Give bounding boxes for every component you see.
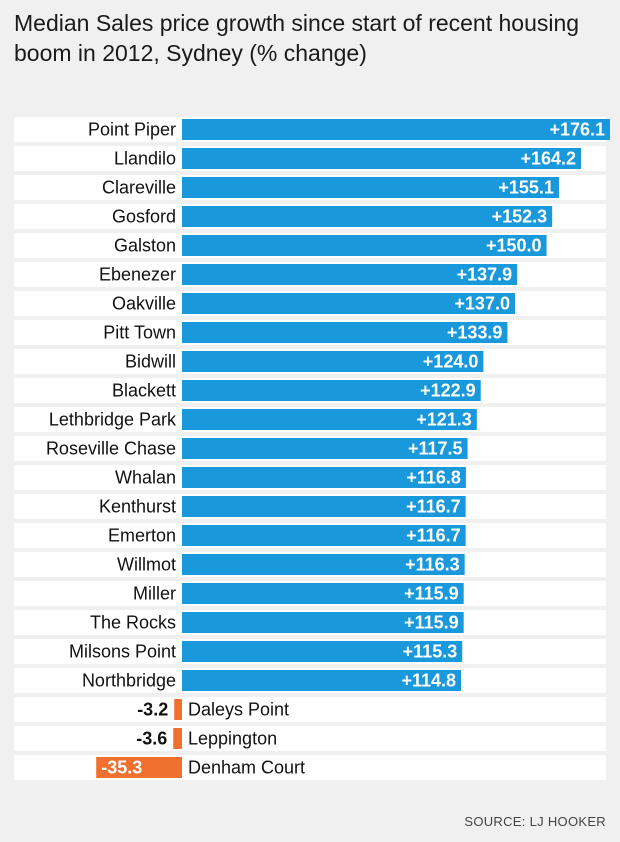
bar-value-label: +115.3 xyxy=(403,642,458,662)
bar xyxy=(182,554,465,575)
bar-value-label: +150.0 xyxy=(486,236,542,256)
bar xyxy=(182,612,464,633)
bar-value-label: +115.9 xyxy=(404,613,459,633)
category-label: Willmot xyxy=(117,555,176,575)
bar-value-label: +116.7 xyxy=(406,526,461,546)
bar xyxy=(96,757,182,778)
category-label: Llandilo xyxy=(114,149,176,169)
bar-value-label: +124.0 xyxy=(423,352,479,372)
bar-value-label: +176.1 xyxy=(549,120,605,140)
bar xyxy=(182,583,464,604)
category-label: Bidwill xyxy=(125,352,176,372)
category-label: Galston xyxy=(114,236,176,256)
bar-value-label: +114.8 xyxy=(401,671,456,691)
bar xyxy=(182,177,559,198)
bar xyxy=(182,206,553,227)
bar xyxy=(174,699,182,720)
bar-value-label: +137.9 xyxy=(457,265,513,285)
bar-value-label: +115.9 xyxy=(404,584,459,604)
category-label: Point Piper xyxy=(88,120,176,140)
category-label: Northbridge xyxy=(82,671,176,691)
category-label: Leppington xyxy=(188,729,277,749)
bar xyxy=(182,293,515,314)
category-label: Whalan xyxy=(115,468,176,488)
bar xyxy=(182,351,484,372)
bar-value-label: +164.2 xyxy=(521,149,577,169)
category-label: Ebenezer xyxy=(99,265,176,285)
bar xyxy=(182,670,462,691)
row-background xyxy=(14,697,606,722)
bar xyxy=(182,438,468,459)
category-label: Kenthurst xyxy=(99,497,176,517)
bar xyxy=(182,641,463,662)
category-label: Denham Court xyxy=(188,758,305,778)
bar-value-label: +116.8 xyxy=(406,468,461,488)
bar xyxy=(182,148,582,169)
bar xyxy=(182,235,547,256)
category-label: The Rocks xyxy=(90,613,176,633)
bar-value-label: -35.3 xyxy=(101,758,142,778)
category-label: Miller xyxy=(133,584,176,604)
bar-value-label: -3.6 xyxy=(136,729,167,749)
bar-value-label: +116.3 xyxy=(405,555,460,575)
category-label: Roseville Chase xyxy=(46,439,176,459)
chart-title: Median Sales price growth since start of… xyxy=(14,10,580,66)
bar-value-label: +116.7 xyxy=(406,497,461,517)
category-label: Emerton xyxy=(108,526,176,546)
bar xyxy=(182,496,466,517)
bar xyxy=(182,467,466,488)
category-label: Gosford xyxy=(112,207,176,227)
bar-value-label: +122.9 xyxy=(420,381,476,401)
category-label: Milsons Point xyxy=(69,642,176,662)
bar-value-label: -3.2 xyxy=(137,700,168,720)
bar xyxy=(182,525,466,546)
bar-value-label: +152.3 xyxy=(492,207,548,227)
source-note: SOURCE: LJ HOOKER xyxy=(464,814,606,829)
category-label: Lethbridge Park xyxy=(49,410,177,430)
row-background xyxy=(14,726,606,751)
bar-value-label: +121.3 xyxy=(416,410,472,430)
bar-value-label: +133.9 xyxy=(447,323,503,343)
bar-value-label: +117.5 xyxy=(408,439,463,459)
bar xyxy=(182,409,477,430)
category-label: Blackett xyxy=(112,381,176,401)
category-label: Daleys Point xyxy=(188,700,289,720)
category-label: Pitt Town xyxy=(103,323,176,343)
bar xyxy=(182,380,481,401)
bar xyxy=(182,119,610,140)
category-label: Oakville xyxy=(112,294,176,314)
bar xyxy=(182,264,518,285)
category-label: Clareville xyxy=(102,178,176,198)
bar-value-label: +155.1 xyxy=(498,178,554,198)
bar xyxy=(182,322,508,343)
bar xyxy=(173,728,182,749)
bar-value-label: +137.0 xyxy=(454,294,510,314)
